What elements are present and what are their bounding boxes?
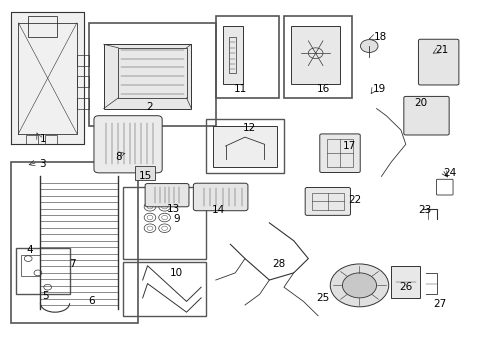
Bar — [312, 193, 343, 210]
FancyBboxPatch shape — [320, 134, 360, 172]
Circle shape — [330, 264, 389, 307]
Bar — [291, 26, 340, 84]
Bar — [284, 16, 352, 98]
Text: 13: 13 — [167, 203, 180, 213]
Text: 18: 18 — [374, 32, 387, 42]
Text: 15: 15 — [139, 171, 152, 181]
Text: 7: 7 — [69, 259, 75, 269]
Bar — [229, 37, 236, 73]
Text: 8: 8 — [115, 152, 122, 162]
Bar — [16, 248, 70, 294]
Text: 23: 23 — [418, 205, 432, 215]
FancyBboxPatch shape — [213, 126, 277, 167]
Text: 20: 20 — [414, 98, 427, 108]
FancyBboxPatch shape — [305, 188, 350, 215]
Circle shape — [361, 40, 378, 53]
Text: 3: 3 — [40, 159, 46, 169]
FancyBboxPatch shape — [104, 44, 192, 109]
Text: 22: 22 — [348, 195, 361, 204]
Text: 14: 14 — [212, 205, 225, 215]
Bar — [216, 16, 279, 98]
Bar — [123, 262, 206, 316]
FancyBboxPatch shape — [418, 39, 459, 85]
Bar — [28, 16, 57, 37]
Bar — [11, 162, 138, 323]
FancyBboxPatch shape — [404, 96, 449, 135]
Bar — [89, 23, 216, 126]
Polygon shape — [11, 12, 84, 144]
Text: 27: 27 — [433, 299, 446, 309]
Text: 25: 25 — [317, 293, 330, 303]
Circle shape — [343, 273, 376, 298]
Bar — [135, 166, 155, 180]
Bar — [223, 26, 243, 84]
Text: 21: 21 — [436, 45, 449, 55]
Text: 12: 12 — [243, 123, 256, 133]
Text: 17: 17 — [343, 141, 356, 151]
Bar — [26, 135, 38, 144]
Bar — [77, 76, 89, 87]
Text: 5: 5 — [42, 291, 49, 301]
Text: 9: 9 — [173, 214, 180, 224]
Bar — [206, 119, 284, 173]
Bar — [45, 135, 57, 144]
Text: 2: 2 — [147, 102, 153, 112]
Bar — [21, 255, 40, 276]
Text: 4: 4 — [26, 245, 33, 255]
FancyBboxPatch shape — [145, 184, 189, 207]
Bar — [77, 98, 89, 109]
Text: 26: 26 — [399, 282, 413, 292]
Bar — [77, 55, 89, 66]
Text: 6: 6 — [88, 296, 95, 306]
Text: 11: 11 — [234, 84, 247, 94]
Bar — [327, 139, 353, 167]
Text: 10: 10 — [170, 268, 183, 278]
Bar — [391, 266, 420, 298]
FancyBboxPatch shape — [94, 116, 162, 173]
Text: 16: 16 — [317, 84, 330, 94]
Text: 28: 28 — [272, 259, 286, 269]
Text: 19: 19 — [372, 84, 386, 94]
Text: 1: 1 — [40, 134, 46, 144]
Text: 24: 24 — [443, 168, 456, 178]
Bar — [123, 187, 206, 258]
FancyBboxPatch shape — [194, 183, 248, 211]
